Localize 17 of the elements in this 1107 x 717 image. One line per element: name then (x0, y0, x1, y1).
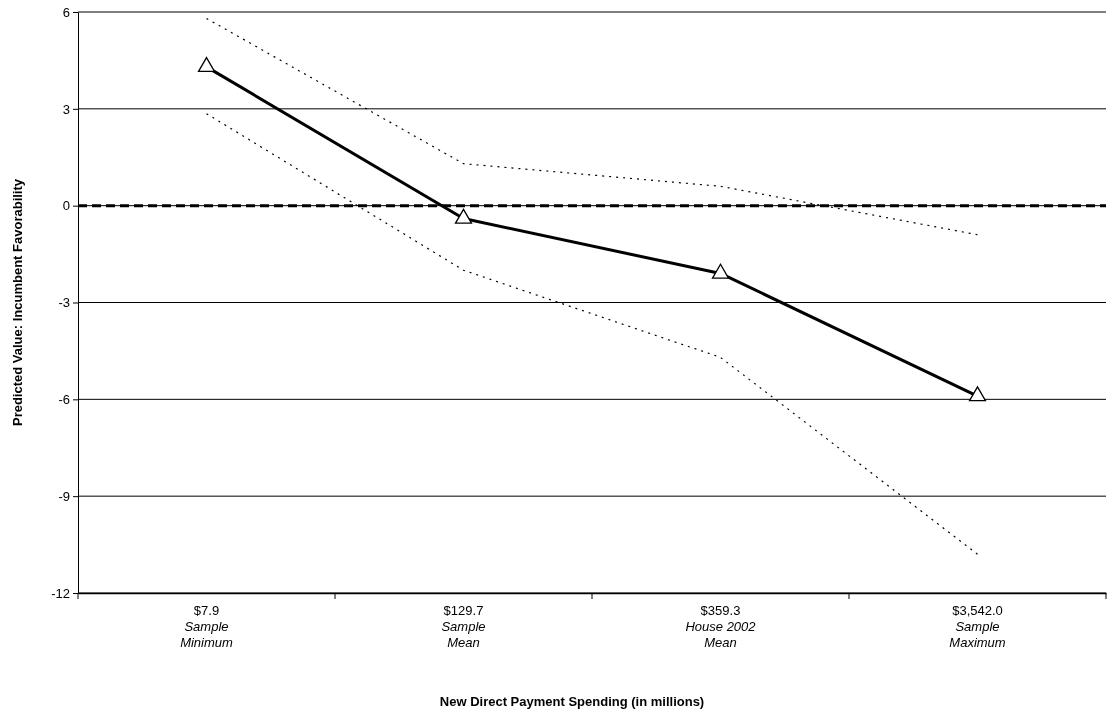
point (711, 263, 730, 279)
y-tick-label: 6 (62, 4, 70, 20)
x-tick-label: $359.3 House 2002 Mean (685, 603, 757, 650)
y-tick-label: -9 (58, 488, 70, 504)
point (197, 57, 216, 73)
x-tick-label: $3,542.0 Sample Maximum (949, 603, 1006, 650)
y-axis-title: Predicted Value: Incumbent Favorability (10, 178, 25, 427)
y-tick-label: 0 (62, 198, 70, 214)
x-axis-title: New Direct Payment Spending (in millions) (439, 694, 705, 709)
y-tick-label: -6 (58, 391, 70, 407)
point (968, 386, 987, 402)
x-tick-label: $7.9 Sample Minimum (180, 603, 234, 650)
point (454, 208, 473, 224)
y-tick-label: -3 (58, 295, 70, 311)
y-tick-label: -12 (51, 585, 70, 601)
x-tick-label: $129.7 Sample Mean (441, 603, 486, 650)
y-tick-label: 3 (62, 101, 70, 117)
